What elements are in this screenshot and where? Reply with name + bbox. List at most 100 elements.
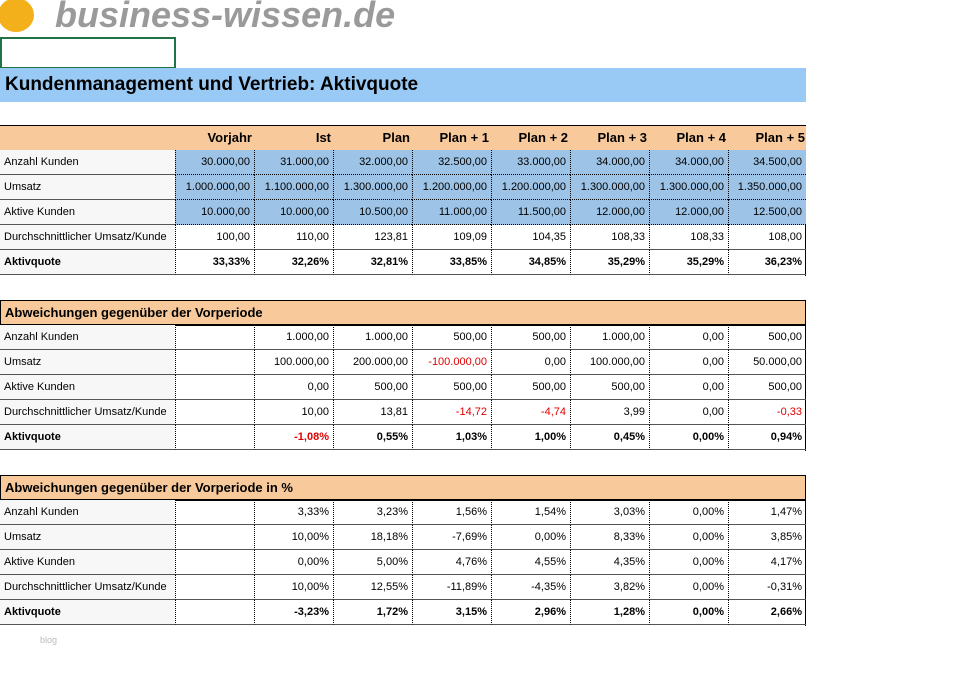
cell: 500,00	[491, 375, 570, 400]
cell: 0,00%	[649, 550, 728, 575]
empty-cell	[175, 550, 254, 575]
cell: 34,85%	[491, 250, 570, 275]
cell: 0,55%	[333, 425, 412, 450]
cell: 35,29%	[649, 250, 728, 275]
empty-cell	[175, 500, 254, 525]
cell: 0,00%	[649, 500, 728, 525]
cell: -0,31%	[728, 575, 806, 600]
empty-cell	[175, 575, 254, 600]
cell: 1.300.000,00	[570, 175, 649, 200]
cell: -0,33	[728, 400, 806, 425]
cell: 8,33%	[570, 525, 649, 550]
cell: 3,23%	[333, 500, 412, 525]
empty-cell	[175, 400, 254, 425]
row-label: Durchschnittlicher Umsatz/Kunde	[0, 400, 175, 425]
cell: 4,35%	[570, 550, 649, 575]
cell: 0,00%	[254, 550, 333, 575]
cell: 0,00%	[649, 425, 728, 450]
column-header: Ist	[315, 130, 331, 145]
cell: 32.500,00	[412, 150, 491, 175]
row-label: Aktivquote	[0, 250, 175, 275]
cell: 0,94%	[728, 425, 806, 450]
cell: 0,00	[649, 375, 728, 400]
table-outline	[0, 500, 806, 626]
cell: -1,08%	[254, 425, 333, 450]
cell: 0,00%	[491, 525, 570, 550]
cell: 100,00	[175, 225, 254, 250]
cell: 0,00	[649, 400, 728, 425]
cell: 3,03%	[570, 500, 649, 525]
cell: 32,26%	[254, 250, 333, 275]
cell: 1.300.000,00	[649, 175, 728, 200]
cell: 500,00	[412, 325, 491, 350]
cell: 1.300.000,00	[333, 175, 412, 200]
cell: 0,45%	[570, 425, 649, 450]
row-label: Aktive Kunden	[0, 375, 175, 400]
cell: 100.000,00	[254, 350, 333, 375]
cell: 0,00%	[649, 575, 728, 600]
cell: -100.000,00	[412, 350, 491, 375]
cell: 2,96%	[491, 600, 570, 625]
cell: 12.000,00	[649, 200, 728, 225]
cell: 30.000,00	[175, 150, 254, 175]
cell: -11,89%	[412, 575, 491, 600]
column-header: Vorjahr	[207, 130, 252, 145]
cell: 108,00	[728, 225, 806, 250]
row-label: Aktive Kunden	[0, 200, 175, 225]
cell: 0,00	[254, 375, 333, 400]
cell: 10.500,00	[333, 200, 412, 225]
cell: 1,03%	[412, 425, 491, 450]
cell: 0,00	[649, 350, 728, 375]
column-header: Plan + 5	[755, 130, 806, 145]
cell: 12.000,00	[570, 200, 649, 225]
cell: 33,33%	[175, 250, 254, 275]
row-label: Anzahl Kunden	[0, 500, 175, 525]
cell: 500,00	[728, 325, 806, 350]
cell: 1,00%	[491, 425, 570, 450]
selected-cell[interactable]	[0, 37, 176, 69]
cell: 1.000.000,00	[175, 175, 254, 200]
cell: 108,33	[649, 225, 728, 250]
row-label: Aktivquote	[0, 425, 175, 450]
cell: 100.000,00	[570, 350, 649, 375]
cell: 0,00%	[649, 600, 728, 625]
empty-cell	[175, 425, 254, 450]
cell: -4,35%	[491, 575, 570, 600]
row-label: Durchschnittlicher Umsatz/Kunde	[0, 225, 175, 250]
cell: -4,74	[491, 400, 570, 425]
cell: -7,69%	[412, 525, 491, 550]
empty-cell	[175, 600, 254, 625]
cell: 4,17%	[728, 550, 806, 575]
header-row	[0, 125, 806, 150]
cell: 1.000,00	[254, 325, 333, 350]
cell: 33,85%	[412, 250, 491, 275]
cell: 34.500,00	[728, 150, 806, 175]
cell: 4,55%	[491, 550, 570, 575]
row-label: Durchschnittlicher Umsatz/Kunde	[0, 575, 175, 600]
cell: 50.000,00	[728, 350, 806, 375]
sheet-title: Kundenmanagement und Vertrieb: Aktivquot…	[0, 68, 806, 102]
row-label: Aktive Kunden	[0, 550, 175, 575]
cell: 3,15%	[412, 600, 491, 625]
cell: 13,81	[333, 400, 412, 425]
cell: 5,00%	[333, 550, 412, 575]
cell: -14,72	[412, 400, 491, 425]
cell: 1,47%	[728, 500, 806, 525]
section-title: Abweichungen gegenüber der Vorperiode	[0, 300, 806, 325]
cell: 3,33%	[254, 500, 333, 525]
cell: 3,82%	[570, 575, 649, 600]
cell: 1.200.000,00	[412, 175, 491, 200]
cell: 11.000,00	[412, 200, 491, 225]
cell: 0,00	[491, 350, 570, 375]
cell: 10,00%	[254, 525, 333, 550]
cell: 3,85%	[728, 525, 806, 550]
cell: 1,72%	[333, 600, 412, 625]
column-header: Plan + 4	[676, 130, 727, 145]
cell: 200.000,00	[333, 350, 412, 375]
empty-cell	[175, 350, 254, 375]
cell: 18,18%	[333, 525, 412, 550]
cell: 12,55%	[333, 575, 412, 600]
cell: 1.000,00	[570, 325, 649, 350]
cell: 34.000,00	[649, 150, 728, 175]
